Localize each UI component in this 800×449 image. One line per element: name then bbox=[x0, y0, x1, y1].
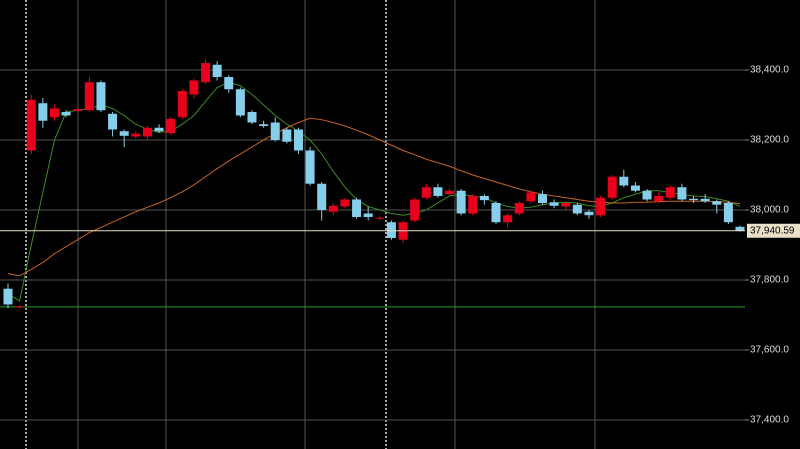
candle-body bbox=[131, 133, 141, 137]
candle-body bbox=[317, 183, 327, 210]
candle-body bbox=[572, 204, 582, 214]
y-tick-label: 37,800.0 bbox=[750, 275, 789, 286]
candle-body bbox=[49, 108, 59, 118]
y-tick-label: 37,400.0 bbox=[750, 415, 789, 426]
candle-body bbox=[421, 187, 431, 198]
moving-average bbox=[7, 81, 741, 302]
candle-body bbox=[433, 187, 443, 196]
candle-body bbox=[549, 202, 559, 206]
candle-body bbox=[456, 190, 466, 214]
candle-body bbox=[282, 129, 292, 142]
candle-body bbox=[665, 187, 675, 198]
candle-body bbox=[177, 90, 187, 118]
candle-body bbox=[352, 199, 362, 217]
candle-body bbox=[375, 217, 385, 219]
candle-body bbox=[270, 122, 280, 140]
candle-body bbox=[235, 89, 245, 116]
candle-body bbox=[503, 215, 513, 223]
candle-body bbox=[259, 124, 269, 126]
candle-body bbox=[142, 127, 152, 137]
candle-body bbox=[26, 99, 36, 151]
candle-body bbox=[108, 113, 118, 130]
candle-body bbox=[363, 213, 373, 217]
candle-body bbox=[491, 202, 501, 223]
candle-body bbox=[526, 192, 536, 202]
candle-body bbox=[712, 201, 722, 205]
candle-body bbox=[73, 109, 83, 111]
candle-body bbox=[642, 190, 652, 200]
candle-body bbox=[212, 64, 222, 77]
candle-body bbox=[689, 198, 699, 201]
candle-body bbox=[735, 226, 745, 231]
candle-body bbox=[584, 211, 594, 216]
candle-body bbox=[247, 111, 257, 123]
candle-body bbox=[293, 129, 303, 151]
vertical-grid bbox=[77, 0, 596, 449]
candle-body bbox=[328, 205, 338, 212]
candle-body bbox=[166, 118, 176, 133]
candle-body bbox=[537, 194, 547, 203]
price-label: 37,940.59 bbox=[750, 225, 795, 236]
y-tick-label: 37,600.0 bbox=[750, 345, 789, 356]
candle-body bbox=[386, 222, 396, 238]
moving-average bbox=[7, 117, 741, 277]
candle-body bbox=[561, 202, 571, 207]
candle-body bbox=[514, 202, 524, 214]
candle-body bbox=[468, 195, 478, 214]
candle-body bbox=[619, 176, 629, 186]
candle-body bbox=[410, 199, 420, 221]
candle-body bbox=[723, 202, 733, 223]
candle-body bbox=[201, 62, 211, 83]
y-tick-label: 38,400.0 bbox=[750, 65, 789, 76]
price-label-bg bbox=[747, 223, 800, 238]
candle-body bbox=[654, 195, 664, 202]
candle-body bbox=[700, 198, 710, 202]
candle-body bbox=[189, 80, 199, 95]
candle-body bbox=[479, 195, 489, 201]
candle-body bbox=[84, 82, 94, 111]
candle-body bbox=[96, 82, 106, 111]
candle-body bbox=[607, 176, 617, 198]
candle-body bbox=[224, 76, 234, 90]
y-tick-label: 38,000.0 bbox=[750, 205, 789, 216]
candle-body bbox=[305, 150, 315, 184]
candle-body bbox=[154, 127, 164, 132]
candle-body bbox=[630, 185, 640, 191]
candle-body bbox=[61, 111, 71, 116]
candle-body bbox=[340, 199, 350, 207]
candle-body bbox=[15, 306, 25, 308]
session-separators bbox=[25, 0, 387, 449]
candle-body bbox=[445, 190, 455, 195]
y-tick-label: 38,200.0 bbox=[750, 135, 789, 146]
candle-body bbox=[596, 197, 606, 216]
candle-body bbox=[38, 103, 48, 121]
candle-body bbox=[3, 288, 13, 305]
candle-body bbox=[677, 187, 687, 200]
candle-body bbox=[119, 131, 129, 136]
